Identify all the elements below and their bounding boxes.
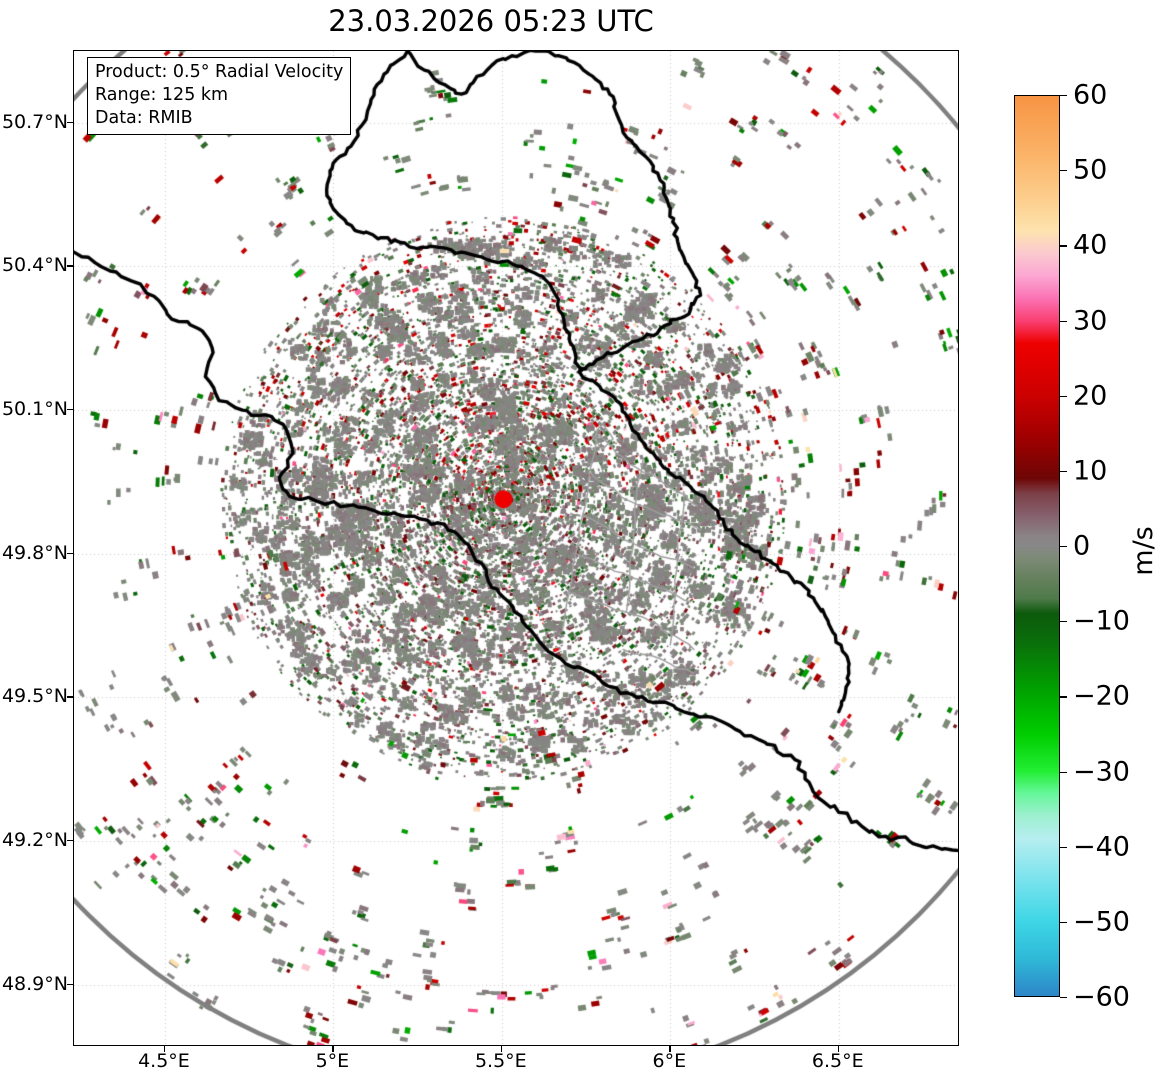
x-tick-mark	[163, 1046, 166, 1052]
y-tick-label: 49.8°N	[1, 541, 68, 564]
colorbar-tick-label: 0	[1073, 530, 1091, 562]
y-tick-label: 50.1°N	[1, 398, 68, 421]
x-tick-mark	[837, 1046, 840, 1052]
x-tick-mark	[332, 1046, 334, 1052]
y-tick-label: 50.4°N	[1, 254, 68, 277]
y-tick-mark	[67, 121, 73, 124]
product-info-box: Product: 0.5° Radial Velocity Range: 125…	[87, 57, 352, 136]
colorbar-gradient	[1014, 95, 1060, 997]
info-data-source: Data: RMIB	[95, 107, 193, 128]
colorbar-tick-mark	[1060, 846, 1067, 848]
colorbar-tick-label: 60	[1073, 79, 1108, 111]
colorbar-tick-mark	[1060, 546, 1067, 548]
colorbar-tick-mark	[1060, 95, 1067, 97]
colorbar-tick-label: 40	[1073, 229, 1108, 261]
x-tick-label: 5.5°E	[474, 1050, 527, 1072]
colorbar-tick-mark	[1060, 696, 1067, 698]
radar-image-canvas[interactable]	[74, 51, 958, 1045]
x-tick-label: 6.5°E	[811, 1050, 864, 1072]
info-range: Range: 125 km	[95, 84, 229, 105]
x-tick-mark	[500, 1046, 503, 1052]
page-title: 23.03.2026 05:23 UTC	[328, 4, 654, 38]
colorbar-tick-label: −10	[1073, 605, 1130, 637]
colorbar-tick-mark	[1060, 245, 1067, 247]
colorbar-unit-label: m/s	[1128, 526, 1159, 576]
colorbar-tick-label: −40	[1073, 831, 1130, 863]
colorbar-tick-mark	[1060, 621, 1067, 623]
x-tick-mark	[669, 1046, 671, 1052]
radar-plot-area[interactable]	[73, 50, 959, 1046]
colorbar-tick-label: −30	[1073, 756, 1130, 787]
colorbar-tick-mark	[1060, 320, 1067, 322]
y-tick-label: 49.5°N	[1, 685, 68, 708]
x-tick-label: 5°E	[315, 1050, 350, 1072]
colorbar-tick-mark	[1060, 997, 1067, 999]
x-tick-label: 4.5°E	[138, 1050, 190, 1072]
y-tick-mark	[67, 552, 73, 555]
colorbar-tick-label: −20	[1073, 680, 1130, 712]
info-product: Product: 0.5° Radial Velocity	[95, 62, 344, 82]
y-tick-mark	[67, 983, 73, 986]
colorbar-tick-label: 20	[1073, 380, 1108, 412]
colorbar-tick-mark	[1060, 771, 1067, 773]
colorbar-tick-mark	[1060, 395, 1067, 397]
y-tick-label: 50.7°N	[1, 110, 68, 133]
y-tick-mark	[67, 696, 73, 698]
colorbar-tick-label: −50	[1073, 906, 1130, 938]
y-tick-mark	[67, 265, 73, 267]
colorbar-tick-label: −60	[1073, 981, 1130, 1013]
colorbar-tick-mark	[1060, 921, 1067, 924]
y-tick-mark	[67, 409, 73, 411]
colorbar[interactable]: 60 50 40 30 20 10 0 −10 −20 −30 −40 −50 −60	[1014, 80, 1130, 1013]
colorbar-tick-mark	[1060, 470, 1067, 473]
colorbar-tick-label: 30	[1073, 305, 1108, 336]
colorbar-tick-mark	[1060, 170, 1067, 172]
y-tick-label: 49.2°N	[1, 829, 68, 852]
y-tick-label: 48.9°N	[1, 972, 68, 995]
y-tick-mark	[67, 840, 73, 842]
x-tick-label: 6°E	[652, 1050, 687, 1072]
colorbar-tick-label: 10	[1073, 455, 1108, 487]
colorbar-tick-label: 50	[1073, 154, 1108, 186]
